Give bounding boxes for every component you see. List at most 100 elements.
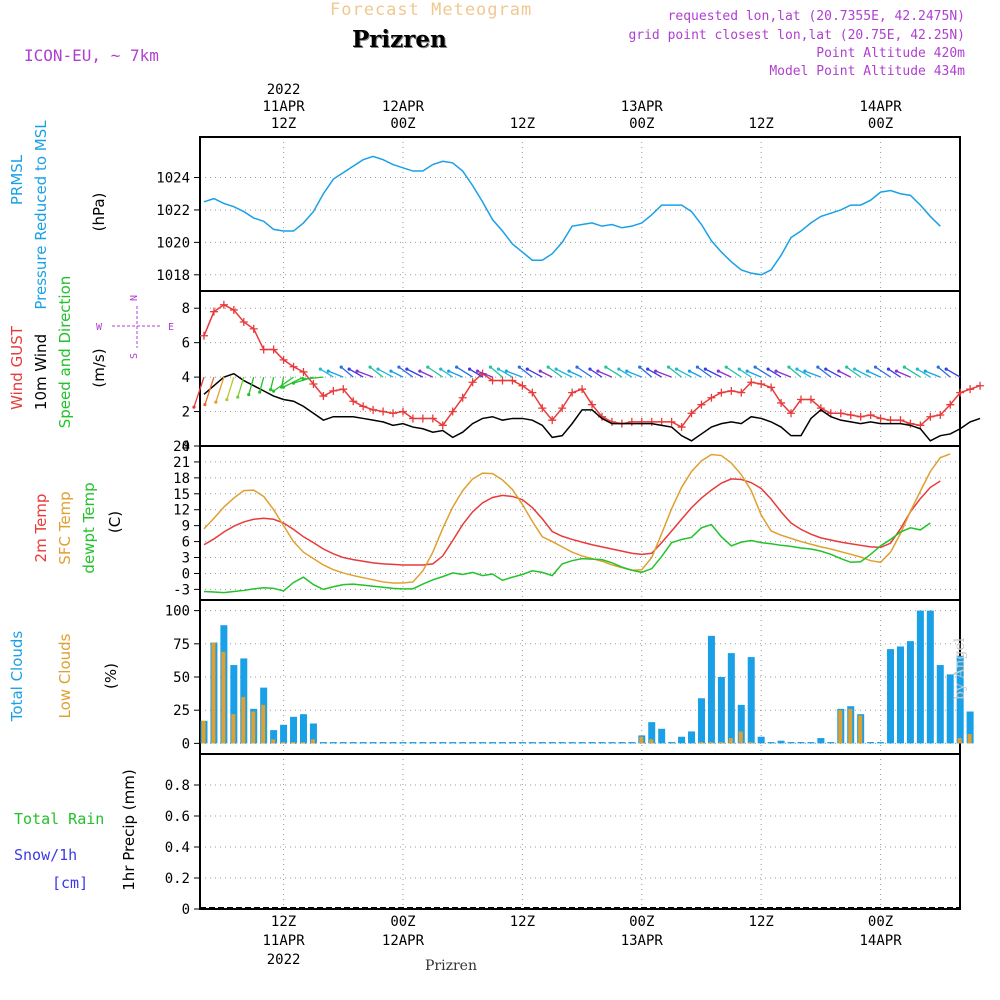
- wind-arrow-head: [236, 395, 240, 399]
- temp-2m-line: [203, 478, 941, 566]
- wind-arrow-head: [475, 369, 480, 373]
- wind-arrow: [888, 368, 901, 378]
- wind-arrow: [705, 368, 722, 378]
- ytick-label-1-1: 2: [182, 405, 190, 421]
- wind-arrow: [369, 366, 384, 378]
- gust-marker: [448, 407, 457, 416]
- wind-arrow-head: [405, 367, 409, 371]
- wind-arrow: [605, 366, 623, 378]
- top-time-label-3-0: 13APR: [621, 99, 664, 115]
- gust-marker: [538, 404, 547, 413]
- ytick-label-2-2: 3: [182, 551, 190, 567]
- wind-arrow-head: [225, 398, 229, 402]
- gust-marker: [349, 397, 358, 406]
- wind-arrow: [440, 368, 454, 378]
- wind-arrow-head: [703, 367, 707, 371]
- ytick-label-1-0: 0: [182, 439, 190, 455]
- total-cloud-bar: [508, 742, 516, 744]
- gust-marker: [398, 407, 407, 416]
- wind-arrow: [668, 366, 682, 378]
- footer-station: Prizren: [425, 958, 477, 974]
- bottom-time-label-0-2: 2022: [267, 952, 301, 968]
- total-cloud-bar: [399, 742, 407, 744]
- total-cloud-bar: [309, 723, 317, 744]
- low-cloud-bar: [310, 739, 315, 744]
- gust-marker: [657, 417, 666, 426]
- gust-marker: [717, 388, 726, 397]
- wind-arrow-head: [816, 365, 820, 369]
- gust-marker: [747, 378, 756, 387]
- temp-dew-line: [203, 522, 931, 594]
- wind-arrow-head: [247, 393, 251, 397]
- low-cloud-bar: [838, 710, 843, 744]
- wind-arrow-head: [455, 365, 459, 369]
- bottom-time-label-2-0: 12Z: [510, 914, 535, 930]
- top-time-label-1-1: 00Z: [390, 116, 415, 132]
- wind-arrow: [273, 376, 294, 392]
- wind-arrow: [825, 368, 842, 378]
- watermark: by Angel: [952, 637, 968, 700]
- wind-arrow-head: [795, 367, 799, 371]
- gust-marker: [876, 414, 885, 423]
- top-time-label-3-1: 00Z: [629, 116, 654, 132]
- wind-arrow-head: [258, 390, 262, 394]
- gust-marker: [528, 388, 537, 397]
- low-cloud-bar: [261, 704, 266, 744]
- low-cloud-bar: [848, 708, 853, 744]
- gust-marker: [289, 362, 298, 371]
- bottom-time-label-3-1: 13APR: [621, 933, 664, 949]
- total-cloud-bar: [409, 742, 417, 744]
- top-time-label-5-1: 00Z: [868, 116, 893, 132]
- wind-arrow-head: [865, 369, 870, 373]
- side-label-wind: 10m Wind: [32, 334, 50, 410]
- wind-arrow: [754, 366, 772, 378]
- side-label-sfc: SFC Temp: [56, 491, 74, 564]
- bottom-time-label-0-1: 11APR: [263, 933, 306, 949]
- ytick-label-2-9: 24: [173, 439, 190, 455]
- wind-arrow-head: [517, 365, 521, 369]
- ytick-label-3-1: 25: [173, 703, 190, 719]
- ytick-label-1-3: 6: [182, 336, 190, 352]
- gust-marker: [926, 412, 935, 421]
- total-cloud-bar: [389, 742, 397, 744]
- wind-arrow-head: [203, 403, 207, 407]
- wind-arrow: [817, 366, 832, 378]
- gust-marker: [428, 414, 437, 423]
- gust-marker: [458, 393, 467, 402]
- bottom-time-label-3-0: 00Z: [629, 914, 654, 930]
- side-label-snow: Snow/1h: [14, 846, 77, 864]
- wind-arrow-head: [397, 365, 401, 369]
- gust-marker: [468, 378, 477, 387]
- low-cloud-bar: [639, 736, 644, 744]
- ytick-label-2-0: -3: [173, 582, 190, 598]
- wind-arrow-head: [318, 367, 322, 371]
- wind-arrow: [547, 366, 563, 378]
- wind-arrow-head: [803, 369, 807, 373]
- wind-arrow-head: [766, 367, 770, 371]
- wind-arrow-head: [873, 365, 878, 369]
- top-time-label-0-1: 11APR: [263, 99, 306, 115]
- top-time-label-0-0: 2022: [267, 82, 301, 98]
- total-cloud-bar: [449, 742, 457, 744]
- gust-marker: [568, 388, 577, 397]
- total-cloud-bar: [618, 742, 626, 744]
- wind-arrow-head: [774, 369, 778, 373]
- top-time-label-5-0: 14APR: [860, 99, 903, 115]
- wind-arrow: [490, 366, 503, 378]
- gust-marker: [936, 411, 945, 419]
- gust-marker: [806, 395, 815, 404]
- total-cloud-bar: [767, 742, 775, 744]
- wind-arrow-head: [886, 367, 891, 371]
- ytick-label-3-4: 100: [165, 604, 190, 620]
- ytick-label-3-3: 75: [173, 637, 190, 653]
- wind-arrow-head: [368, 365, 372, 369]
- gust-marker: [219, 300, 228, 309]
- low-cloud-bar: [241, 696, 246, 744]
- wind-arrow-head: [339, 365, 343, 369]
- gust-marker: [418, 414, 427, 423]
- gust-marker: [896, 416, 905, 425]
- wind-arrow-head: [269, 388, 273, 392]
- gust-marker: [488, 376, 497, 385]
- gust-marker: [259, 345, 268, 354]
- total-cloud-bar: [280, 724, 288, 744]
